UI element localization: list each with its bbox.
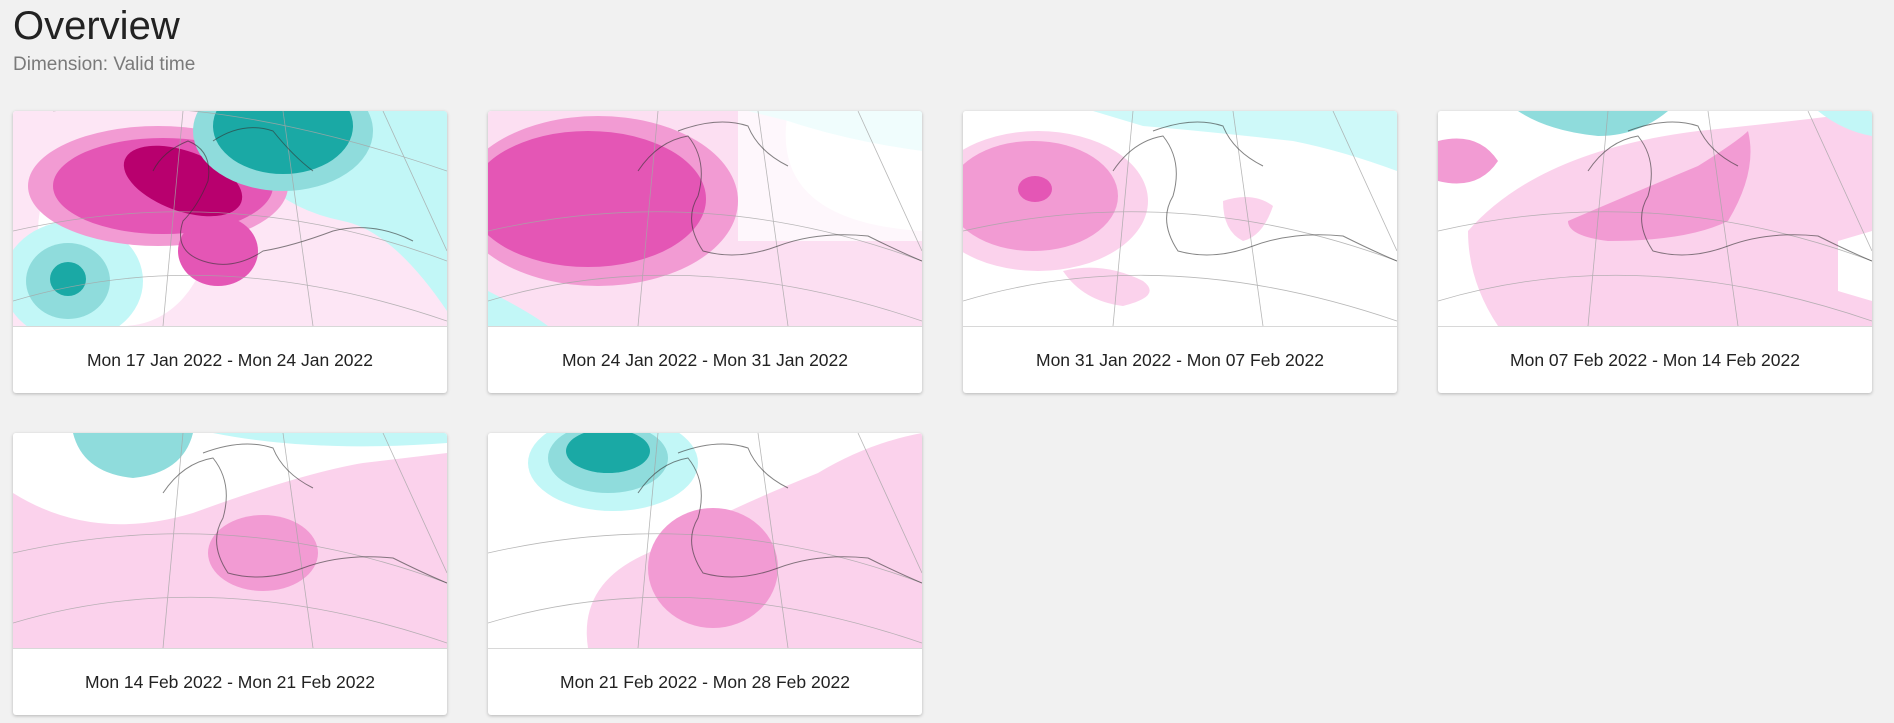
map-card-5[interactable]: Mon 14 Feb 2022 - Mon 21 Feb 2022 (13, 433, 447, 715)
anomaly-map-6[interactable] (488, 433, 922, 649)
anomaly-map-3[interactable] (963, 111, 1397, 327)
map-card-4[interactable]: Mon 07 Feb 2022 - Mon 14 Feb 2022 (1438, 111, 1872, 393)
card-caption-2: Mon 24 Jan 2022 - Mon 31 Jan 2022 (561, 350, 849, 370)
map-card-1[interactable]: Mon 17 Jan 2022 - Mon 24 Jan 2022 (13, 111, 447, 393)
anomaly-map-1[interactable] (13, 111, 447, 327)
anomaly-map-2[interactable] (488, 111, 922, 327)
page-title: Overview (13, 4, 180, 48)
card-caption-1: Mon 17 Jan 2022 - Mon 24 Jan 2022 (86, 350, 374, 370)
page-header: Overview Dimension: Valid time (13, 2, 195, 77)
map-card-6[interactable]: Mon 21 Feb 2022 - Mon 28 Feb 2022 (488, 433, 922, 715)
dimension-subtitle: Dimension: Valid time (13, 54, 196, 75)
card-caption-4: Mon 07 Feb 2022 - Mon 14 Feb 2022 (1510, 350, 1800, 370)
card-caption-6: Mon 21 Feb 2022 - Mon 28 Feb 2022 (560, 672, 850, 692)
anomaly-map-5[interactable] (13, 433, 447, 649)
map-card-3[interactable]: Mon 31 Jan 2022 - Mon 07 Feb 2022 (963, 111, 1397, 393)
map-card-2[interactable]: Mon 24 Jan 2022 - Mon 31 Jan 2022 (488, 111, 922, 393)
card-caption-3: Mon 31 Jan 2022 - Mon 07 Feb 2022 (1036, 350, 1324, 370)
card-caption-5: Mon 14 Feb 2022 - Mon 21 Feb 2022 (85, 672, 375, 692)
anomaly-map-4[interactable] (1438, 111, 1872, 327)
map-card-grid: Mon 17 Jan 2022 - Mon 24 Jan 2022 (13, 111, 1872, 715)
